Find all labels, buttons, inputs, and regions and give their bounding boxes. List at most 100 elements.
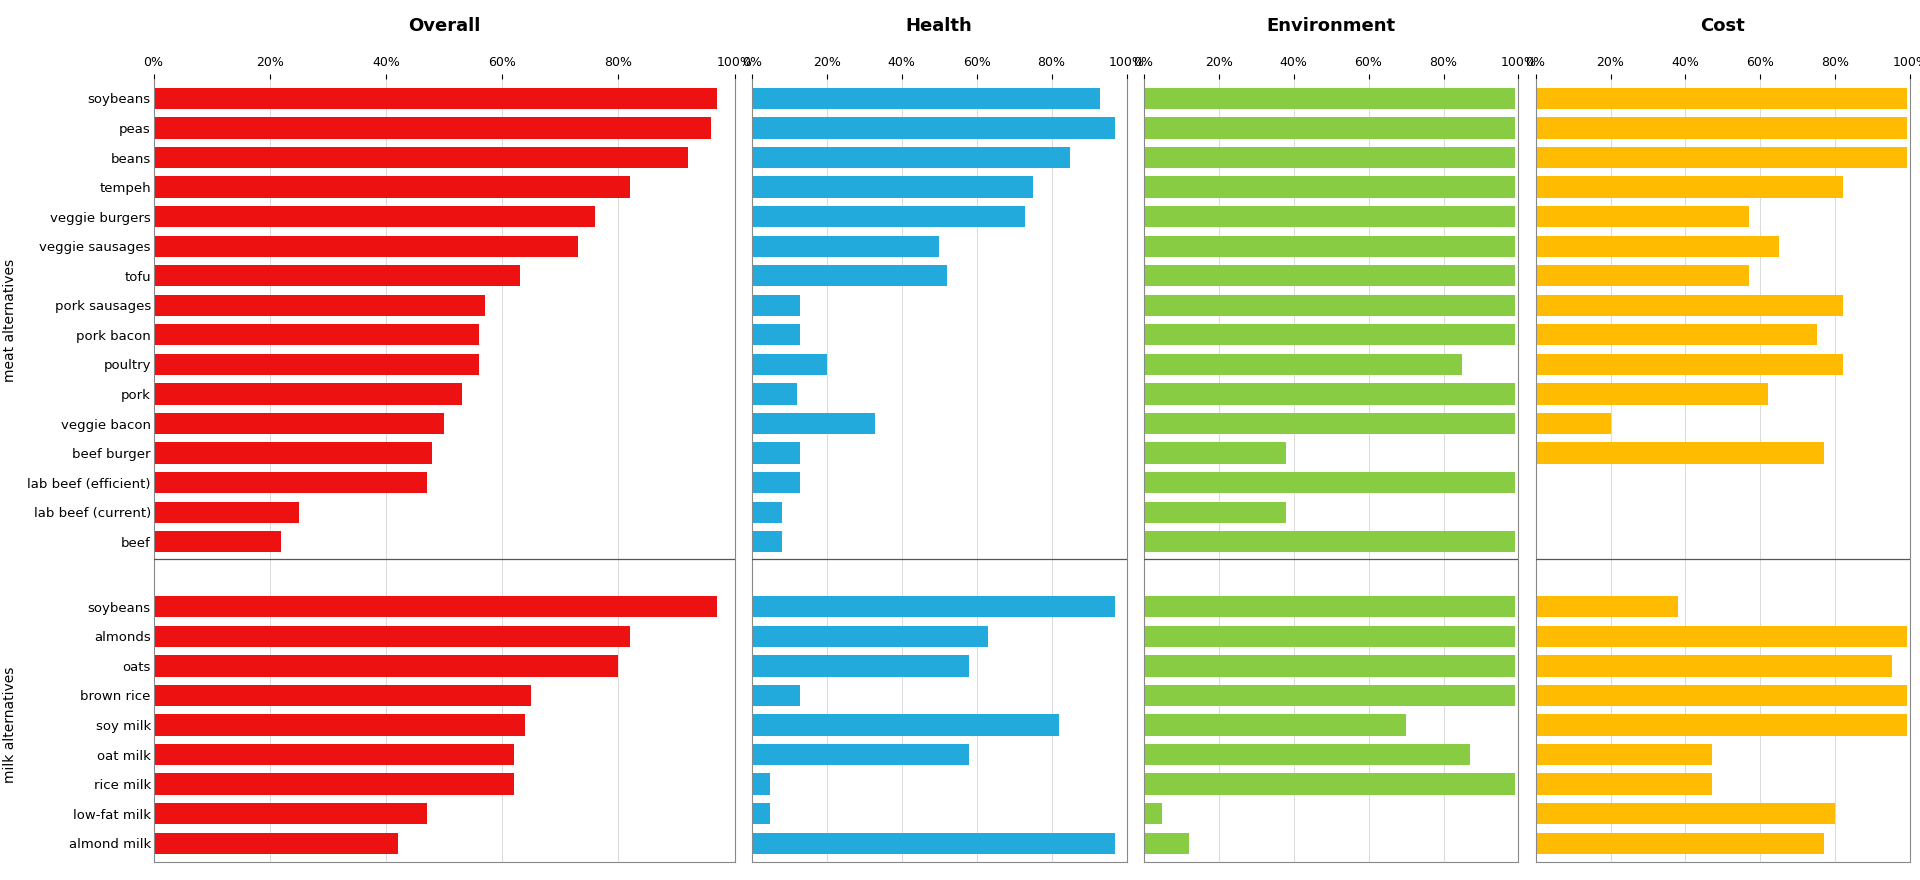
Bar	[1536, 656, 1891, 677]
Bar	[753, 236, 939, 257]
Bar	[154, 265, 520, 286]
Bar	[154, 88, 718, 109]
Bar	[753, 803, 770, 825]
Title: Overall: Overall	[407, 18, 480, 35]
Bar	[154, 656, 618, 677]
Bar	[1144, 685, 1515, 706]
Bar	[1144, 88, 1515, 109]
Text: milk alternatives: milk alternatives	[2, 667, 17, 783]
Bar	[753, 532, 781, 553]
Bar	[1536, 117, 1907, 139]
Bar	[753, 656, 970, 677]
Bar	[1536, 265, 1749, 286]
Bar	[154, 774, 515, 795]
Bar	[1144, 265, 1515, 286]
Bar	[1536, 443, 1824, 464]
Bar	[154, 744, 515, 766]
Bar	[753, 265, 947, 286]
Bar	[1536, 715, 1907, 736]
Bar	[753, 413, 876, 434]
Bar	[1536, 774, 1713, 795]
Bar	[1536, 88, 1907, 109]
Text: meat alternatives: meat alternatives	[2, 259, 17, 382]
Bar	[1536, 744, 1713, 766]
Bar	[753, 295, 801, 316]
Bar	[154, 472, 426, 494]
Bar	[1536, 147, 1907, 168]
Bar	[1536, 626, 1907, 647]
Bar	[753, 354, 828, 375]
Bar	[1144, 384, 1515, 405]
Bar	[753, 176, 1033, 198]
Bar	[753, 744, 970, 766]
Bar	[154, 596, 718, 618]
Bar	[1144, 176, 1515, 198]
Bar	[1536, 803, 1836, 825]
Bar	[753, 502, 781, 523]
Title: Environment: Environment	[1267, 18, 1396, 35]
Bar	[154, 502, 300, 523]
Bar	[154, 117, 712, 139]
Bar	[154, 236, 578, 257]
Bar	[1144, 502, 1286, 523]
Bar	[154, 324, 478, 346]
Bar	[753, 596, 1116, 618]
Bar	[1144, 715, 1405, 736]
Bar	[1144, 656, 1515, 677]
Title: Cost: Cost	[1701, 18, 1745, 35]
Bar	[1144, 832, 1188, 854]
Bar	[753, 774, 770, 795]
Bar	[1536, 384, 1768, 405]
Bar	[1536, 236, 1780, 257]
Bar	[154, 715, 526, 736]
Bar	[154, 147, 687, 168]
Bar	[753, 715, 1060, 736]
Bar	[1144, 295, 1515, 316]
Bar	[1536, 596, 1678, 618]
Bar	[1536, 832, 1824, 854]
Bar	[1144, 147, 1515, 168]
Bar	[753, 206, 1025, 227]
Bar	[154, 532, 282, 553]
Title: Health: Health	[906, 18, 973, 35]
Bar	[154, 832, 397, 854]
Bar	[753, 384, 797, 405]
Bar	[753, 147, 1069, 168]
Bar	[1144, 626, 1515, 647]
Bar	[1144, 413, 1515, 434]
Bar	[753, 443, 801, 464]
Bar	[1144, 532, 1515, 553]
Bar	[1536, 354, 1843, 375]
Bar	[154, 384, 461, 405]
Bar	[1144, 236, 1515, 257]
Bar	[1536, 413, 1611, 434]
Bar	[154, 413, 444, 434]
Bar	[753, 472, 801, 494]
Bar	[154, 803, 426, 825]
Bar	[1144, 324, 1515, 346]
Bar	[1144, 354, 1463, 375]
Bar	[1144, 596, 1515, 618]
Bar	[154, 295, 484, 316]
Bar	[154, 354, 478, 375]
Bar	[154, 176, 630, 198]
Bar	[753, 832, 1116, 854]
Bar	[154, 206, 595, 227]
Bar	[1144, 803, 1162, 825]
Bar	[1144, 472, 1515, 494]
Bar	[1144, 443, 1286, 464]
Bar	[753, 88, 1100, 109]
Bar	[1536, 295, 1843, 316]
Bar	[154, 685, 532, 706]
Bar	[1536, 685, 1907, 706]
Bar	[1536, 324, 1816, 346]
Bar	[1144, 774, 1515, 795]
Bar	[154, 626, 630, 647]
Bar	[1144, 744, 1469, 766]
Bar	[1536, 206, 1749, 227]
Bar	[753, 685, 801, 706]
Bar	[154, 443, 432, 464]
Bar	[1144, 206, 1515, 227]
Bar	[753, 626, 989, 647]
Bar	[753, 324, 801, 346]
